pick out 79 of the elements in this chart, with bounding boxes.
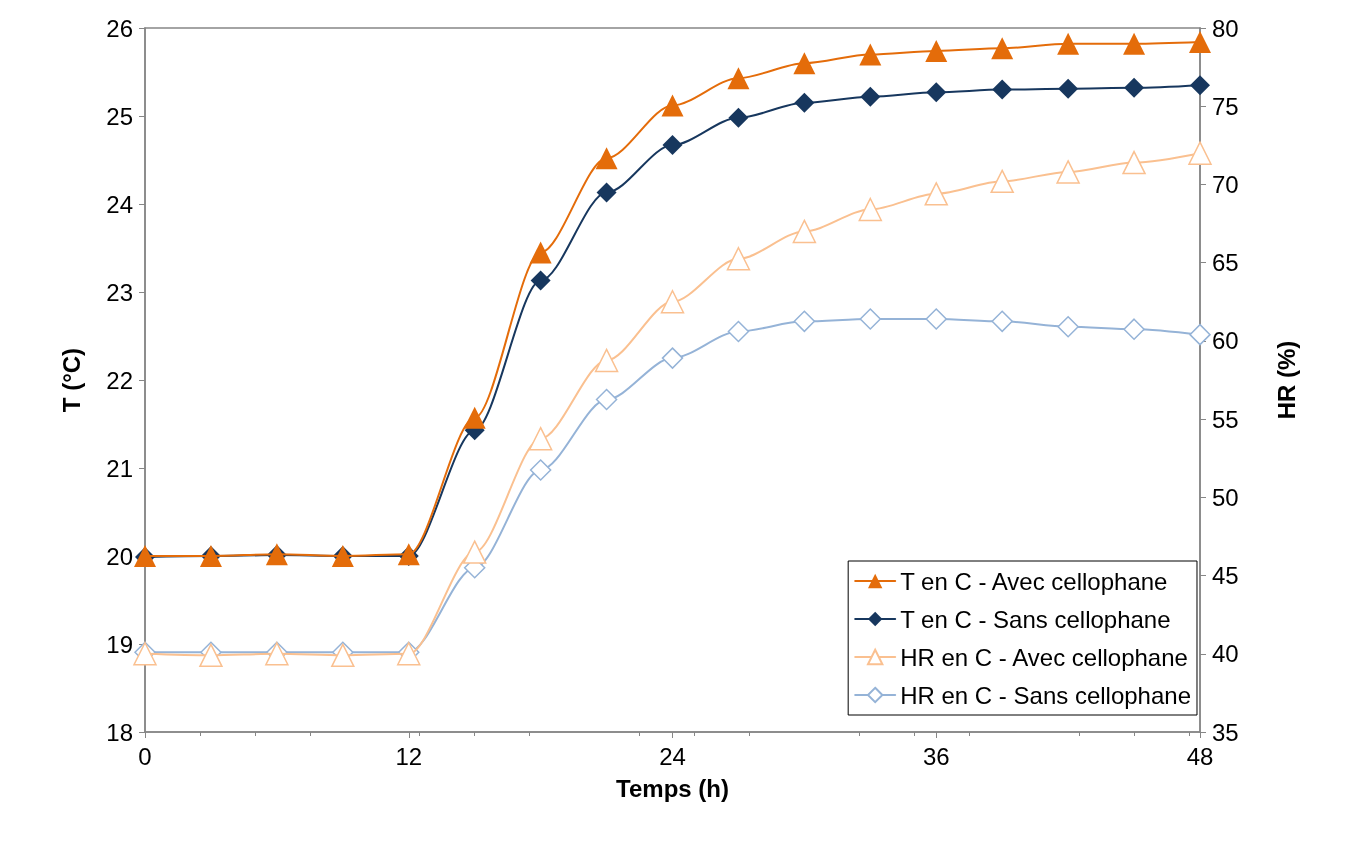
- y2-tick-label: 50: [1212, 483, 1239, 511]
- point: [530, 270, 551, 291]
- point: [1122, 150, 1146, 175]
- x-axis-title: Temps (h): [616, 774, 729, 802]
- y-tick-label: 19: [106, 630, 133, 658]
- y2-tick-label: 75: [1212, 92, 1239, 120]
- point: [859, 308, 882, 330]
- point: [992, 79, 1013, 100]
- point: [794, 92, 815, 113]
- point: [925, 308, 947, 330]
- point: [662, 135, 683, 156]
- point: [463, 406, 486, 429]
- point: [1124, 77, 1145, 98]
- point: [859, 43, 882, 66]
- point: [1057, 316, 1079, 338]
- point: [990, 169, 1014, 194]
- point: [595, 388, 618, 411]
- point: [1189, 31, 1211, 54]
- y-tick-label: 21: [106, 454, 133, 482]
- point: [528, 426, 553, 451]
- point: [793, 310, 816, 333]
- y-tick-label: 24: [106, 190, 133, 218]
- point: [792, 219, 817, 244]
- legend-label: T en C - Sans cellophane: [900, 605, 1171, 633]
- point: [596, 182, 617, 203]
- y2-axis-title: HR (%): [1272, 340, 1300, 420]
- y2-tick-label: 45: [1212, 562, 1239, 590]
- y2-tick-label: 65: [1212, 249, 1239, 277]
- y2-tick-label: 70: [1212, 170, 1239, 198]
- point: [529, 459, 552, 481]
- point: [661, 94, 684, 117]
- point: [858, 197, 883, 222]
- point: [924, 182, 948, 206]
- x-tick-label: 48: [1186, 742, 1214, 770]
- point: [991, 310, 1013, 333]
- legend-label: HR en C - Sans cellophane: [900, 681, 1191, 709]
- point: [793, 52, 816, 75]
- y-axis-title: T (°C): [57, 347, 85, 413]
- point: [1123, 318, 1145, 340]
- point: [727, 320, 750, 343]
- y2-tick-label: 60: [1212, 327, 1239, 355]
- point: [1190, 75, 1210, 96]
- point: [331, 643, 355, 668]
- point: [925, 39, 948, 62]
- point: [660, 290, 685, 314]
- y-tick-label: 25: [106, 102, 133, 130]
- point: [661, 347, 684, 369]
- y-tick-label: 18: [106, 718, 133, 746]
- point: [1189, 323, 1211, 346]
- legend-label: HR en C - Avec cellophane: [900, 643, 1188, 671]
- y2-tick-label: 55: [1212, 405, 1239, 433]
- point: [529, 241, 552, 264]
- point: [991, 37, 1014, 60]
- y2-tick-label: 40: [1212, 640, 1239, 668]
- point: [1123, 32, 1146, 55]
- point: [462, 540, 487, 564]
- point: [860, 86, 881, 107]
- y-tick-label: 20: [106, 542, 133, 570]
- point: [1058, 78, 1079, 99]
- point: [199, 643, 223, 668]
- point: [1188, 141, 1212, 165]
- legend-label: T en C - Avec cellophane: [900, 567, 1168, 595]
- point: [726, 247, 751, 271]
- y2-tick-label: 35: [1212, 718, 1239, 746]
- y-tick-label: 23: [106, 278, 133, 306]
- y-tick-label: 22: [106, 366, 133, 394]
- x-tick-label: 36: [922, 742, 950, 770]
- point: [926, 82, 947, 103]
- y2-tick-label: 80: [1212, 14, 1239, 42]
- point: [595, 147, 618, 170]
- point: [728, 107, 749, 128]
- point: [1057, 32, 1080, 55]
- x-tick-label: 24: [659, 742, 686, 770]
- x-tick-label: 12: [395, 742, 423, 770]
- point: [1056, 160, 1080, 184]
- y-tick-label: 26: [106, 14, 133, 42]
- x-tick-label: 0: [138, 742, 152, 770]
- point: [727, 67, 750, 90]
- point: [594, 348, 619, 373]
